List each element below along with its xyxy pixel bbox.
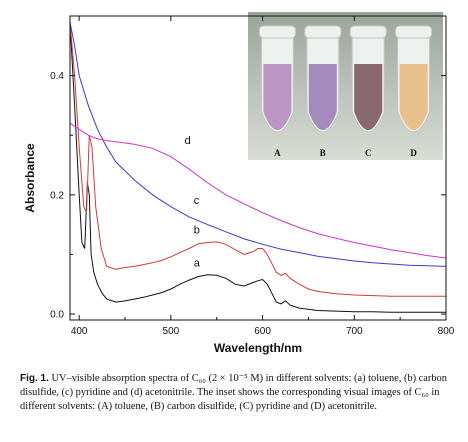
curve-label-a: a [194, 257, 201, 269]
tube-label: A [274, 148, 281, 158]
chart-axes: 400 500 600 700 800 0.0 0.2 0.4 Wavelength/nm Abs… [23, 15, 455, 355]
test-tube-B [304, 25, 342, 133]
x-tick-label: 400 [71, 326, 88, 337]
x-axis-label: Wavelength/nm [214, 341, 302, 355]
curve-label-b: b [194, 225, 200, 237]
y-tick-label: 0.0 [50, 310, 64, 321]
figure-caption: Fig. 1. UV–visible absorption spectra of… [20, 372, 450, 414]
x-tick-label: 800 [438, 326, 455, 337]
series-line-d [70, 122, 446, 259]
test-tube-D [395, 25, 433, 133]
curve-label-d: d [185, 135, 191, 147]
plot-frame [69, 15, 447, 321]
caption-lead: Fig. 1. [20, 373, 49, 384]
tube-label: D [410, 148, 417, 158]
test-tube-C [349, 25, 387, 133]
curve-label-c: c [194, 195, 200, 207]
y-tick-label: 0.4 [50, 71, 64, 82]
absorbance-chart: a b c d A B C D 400 500 600 700 800 0.0 0.2 0.4 Wavele… [23, 12, 455, 355]
tube-label: C [365, 148, 372, 158]
test-tube-A [258, 25, 296, 133]
series-line-a [70, 21, 446, 313]
y-tick-label: 0.2 [50, 190, 64, 201]
y-axis-label: Absorbance [23, 143, 37, 213]
inset-photo: A B C D [248, 12, 443, 160]
tube-label: B [320, 148, 326, 158]
series-line-b [70, 21, 446, 297]
x-tick-label: 500 [163, 326, 180, 337]
caption-text: UV–visible absorption spectra of C₆₀ (2 … [20, 373, 447, 412]
x-tick-label: 700 [346, 326, 363, 337]
series-line-c [70, 21, 446, 267]
x-tick-label: 600 [254, 326, 271, 337]
plot-area: a b c d [70, 21, 446, 313]
